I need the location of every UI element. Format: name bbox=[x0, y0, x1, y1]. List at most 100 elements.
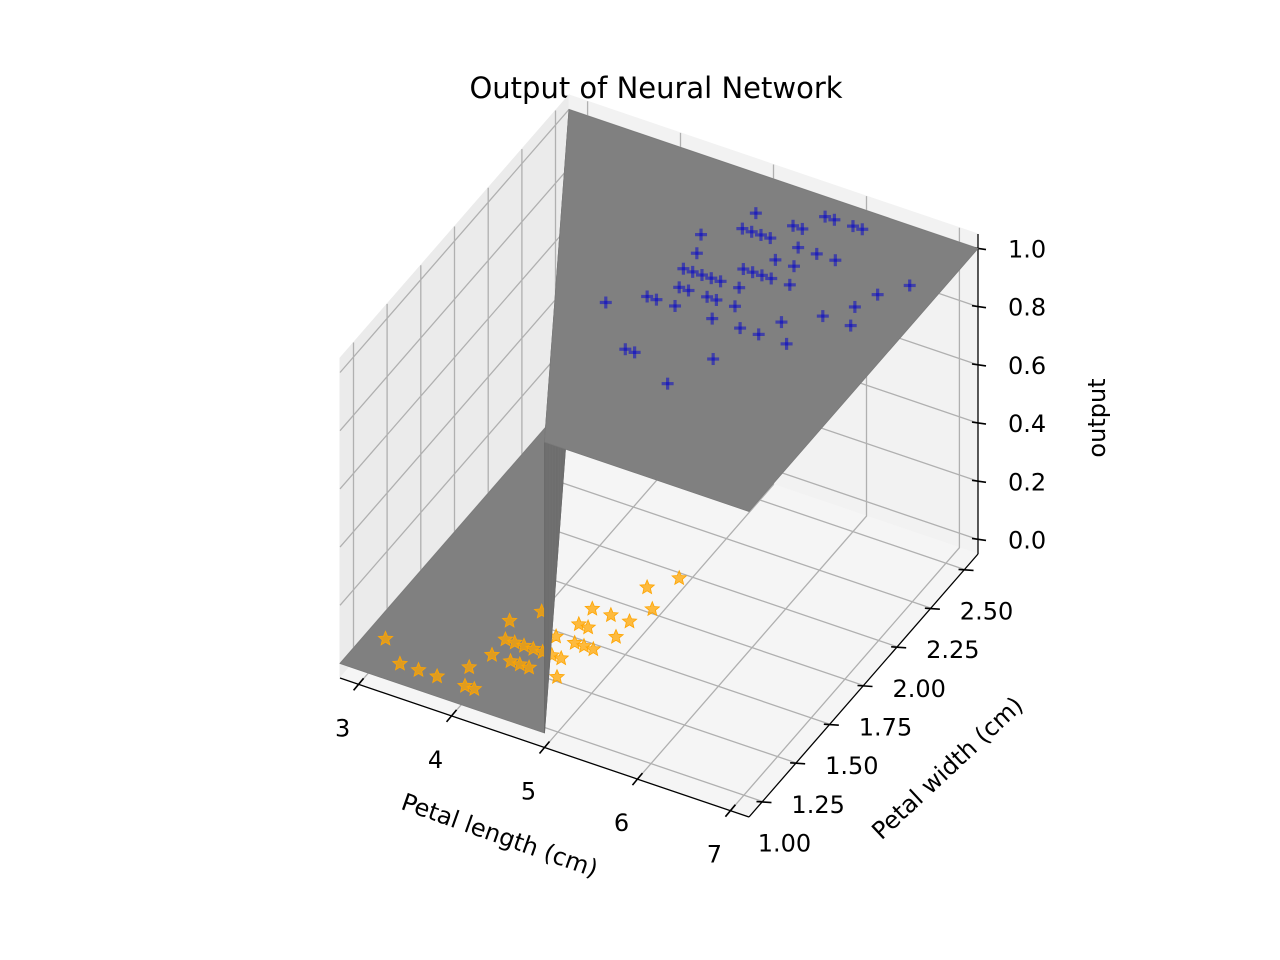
data-point-plus bbox=[695, 228, 708, 241]
data-point-plus bbox=[650, 293, 663, 306]
data-point-plus bbox=[796, 222, 809, 235]
z-axis-label: output bbox=[1083, 378, 1111, 457]
x-tick bbox=[352, 677, 365, 691]
z-tick bbox=[971, 421, 987, 425]
z-tick-label: 0.2 bbox=[1008, 468, 1046, 496]
z-tick bbox=[971, 479, 987, 484]
z-tick-label: 0.8 bbox=[1008, 294, 1046, 322]
y-tick bbox=[958, 568, 974, 572]
z-tick-label: 1.0 bbox=[1008, 236, 1046, 264]
data-point-plus bbox=[736, 222, 749, 235]
data-point-plus bbox=[706, 312, 719, 325]
y-tick bbox=[756, 800, 772, 804]
data-point-plus bbox=[728, 300, 741, 313]
data-point-plus bbox=[783, 278, 796, 291]
data-point-plus bbox=[710, 293, 723, 306]
data-point-star bbox=[638, 578, 656, 595]
data-point-star bbox=[502, 652, 519, 669]
x-tick-label: 7 bbox=[707, 841, 722, 869]
data-point-plus bbox=[828, 213, 841, 226]
surface-high-plateau bbox=[544, 108, 979, 512]
data-point-plus bbox=[810, 247, 823, 260]
y-tick bbox=[924, 607, 940, 610]
x-tick-label: 3 bbox=[335, 714, 350, 742]
data-point-plus bbox=[714, 275, 727, 288]
data-point-star bbox=[525, 640, 542, 656]
axes-lines bbox=[339, 234, 987, 818]
data-point-plus bbox=[819, 210, 832, 223]
z-tick-label: 0.6 bbox=[1008, 352, 1046, 380]
data-point-star bbox=[566, 634, 583, 650]
x-tick bbox=[538, 740, 551, 755]
data-point-plus bbox=[682, 284, 695, 297]
data-point-star bbox=[377, 630, 394, 646]
y-tick-label: 2.25 bbox=[926, 636, 979, 664]
data-point-plus bbox=[856, 223, 869, 236]
data-point-plus bbox=[775, 316, 788, 329]
data-point-star bbox=[391, 655, 409, 671]
data-point-plus bbox=[765, 272, 778, 285]
data-point-star bbox=[607, 628, 625, 644]
data-point-plus bbox=[641, 290, 654, 303]
y-tick bbox=[790, 762, 806, 765]
y-tick-label: 1.75 bbox=[859, 714, 912, 742]
data-point-star bbox=[602, 606, 620, 623]
y-tick-label: 1.00 bbox=[758, 830, 811, 858]
data-point-plus bbox=[690, 247, 703, 260]
data-point-plus bbox=[749, 207, 762, 220]
data-point-plus bbox=[661, 377, 674, 390]
data-point-plus bbox=[844, 319, 857, 332]
data-point-plus bbox=[745, 225, 758, 238]
data-point-star bbox=[575, 637, 593, 654]
x-tick bbox=[631, 772, 644, 786]
z-tick bbox=[971, 304, 987, 309]
data-point-plus bbox=[816, 310, 829, 323]
data-point-plus bbox=[733, 281, 746, 294]
data-point-plus bbox=[754, 228, 767, 241]
data-point-star bbox=[456, 677, 474, 693]
data-point-plus bbox=[737, 263, 750, 276]
data-point-star bbox=[579, 618, 597, 635]
z-tick bbox=[971, 363, 987, 367]
chart-title: Output of Neural Network bbox=[469, 71, 842, 105]
data-point-plus bbox=[752, 328, 765, 341]
data-point-plus bbox=[673, 281, 686, 294]
x-tick-label: 5 bbox=[521, 778, 536, 806]
data-point-plus bbox=[695, 269, 708, 282]
scatter-series-blue bbox=[599, 207, 916, 390]
z-tick-label: 0.0 bbox=[1008, 526, 1046, 554]
data-point-plus bbox=[846, 220, 859, 233]
data-point-star bbox=[511, 655, 528, 672]
data-point-plus bbox=[871, 288, 884, 301]
y-tick bbox=[891, 646, 907, 649]
y-tick-label: 2.00 bbox=[892, 675, 945, 703]
data-point-plus bbox=[787, 260, 800, 273]
y-tick-label: 1.50 bbox=[825, 752, 878, 780]
data-point-star bbox=[585, 640, 602, 657]
data-point-plus bbox=[780, 337, 793, 350]
data-point-star bbox=[461, 658, 478, 675]
tick-labels: 3 4 5 6 7 1.00 1.25 1.50 1.75 2.00 2.25 2.50 0.0 0.2 0… bbox=[335, 236, 1046, 869]
data-point-star bbox=[506, 634, 523, 650]
data-point-plus bbox=[628, 346, 641, 359]
x-tick-label: 4 bbox=[428, 746, 443, 774]
z-tick-label: 0.4 bbox=[1008, 410, 1046, 438]
data-point-plus bbox=[787, 219, 800, 232]
data-point-star bbox=[671, 569, 688, 586]
data-point-star bbox=[644, 600, 661, 617]
data-point-star bbox=[466, 680, 483, 696]
data-point-plus bbox=[764, 232, 777, 245]
z-tick bbox=[971, 537, 987, 542]
y-tick bbox=[857, 684, 873, 688]
data-point-star bbox=[515, 637, 533, 653]
data-point-plus bbox=[677, 262, 690, 275]
x-tick bbox=[724, 804, 737, 818]
x-axis-label: Petal length (cm) bbox=[398, 788, 602, 883]
data-point-plus bbox=[701, 290, 714, 303]
data-point-star bbox=[429, 667, 446, 684]
data-point-plus bbox=[686, 265, 699, 278]
data-point-plus bbox=[734, 322, 747, 335]
data-point-star bbox=[584, 600, 601, 616]
data-point-star bbox=[497, 630, 514, 647]
